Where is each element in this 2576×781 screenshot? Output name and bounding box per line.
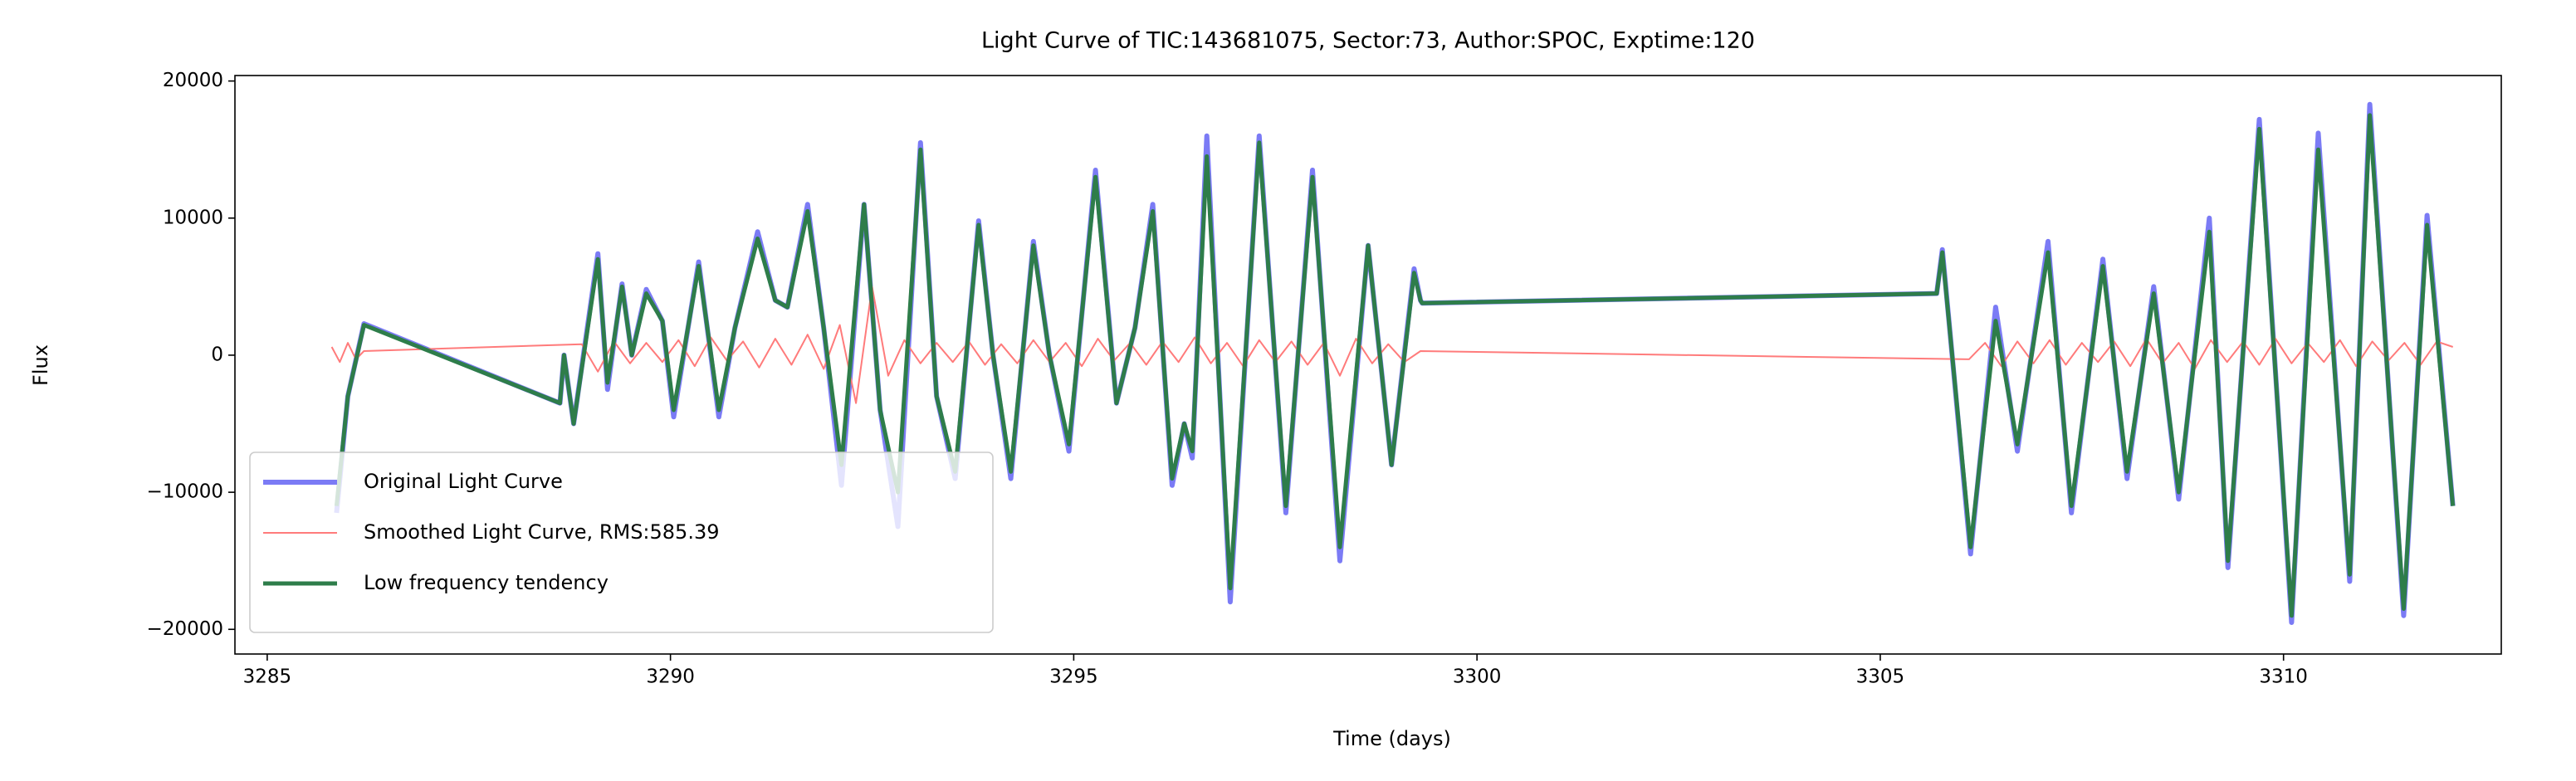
y-axis-label: Flux <box>29 344 52 386</box>
x-tick-label: 3290 <box>646 666 695 688</box>
legend-label: Low frequency tendency <box>364 571 609 594</box>
plot-frame <box>234 75 2502 655</box>
x-axis-label: Time (days) <box>1332 727 1451 750</box>
legend-box <box>249 452 994 633</box>
series-line <box>330 286 2454 404</box>
x-tick-label: 3310 <box>2259 666 2308 688</box>
y-tick-label: −10000 <box>147 481 223 503</box>
y-tick-label: 20000 <box>163 70 223 91</box>
x-tick-label: 3305 <box>1856 666 1905 688</box>
legend-label: Smoothed Light Curve, RMS:585.39 <box>364 520 720 544</box>
y-tick-label: 10000 <box>163 207 223 228</box>
x-tick-label: 3295 <box>1049 666 1098 688</box>
series-line <box>334 113 2456 618</box>
x-tick-label: 3285 <box>243 666 292 688</box>
chart-title: Light Curve of TIC:143681075, Sector:73,… <box>981 28 1755 54</box>
y-tick-label: −20000 <box>147 618 223 640</box>
legend-label: Original Light Curve <box>364 470 563 493</box>
y-tick-label: 0 <box>211 344 223 365</box>
x-tick-label: 3300 <box>1453 666 1502 688</box>
legend: Original Light Curve Smoothed Light Curve… <box>249 452 994 633</box>
